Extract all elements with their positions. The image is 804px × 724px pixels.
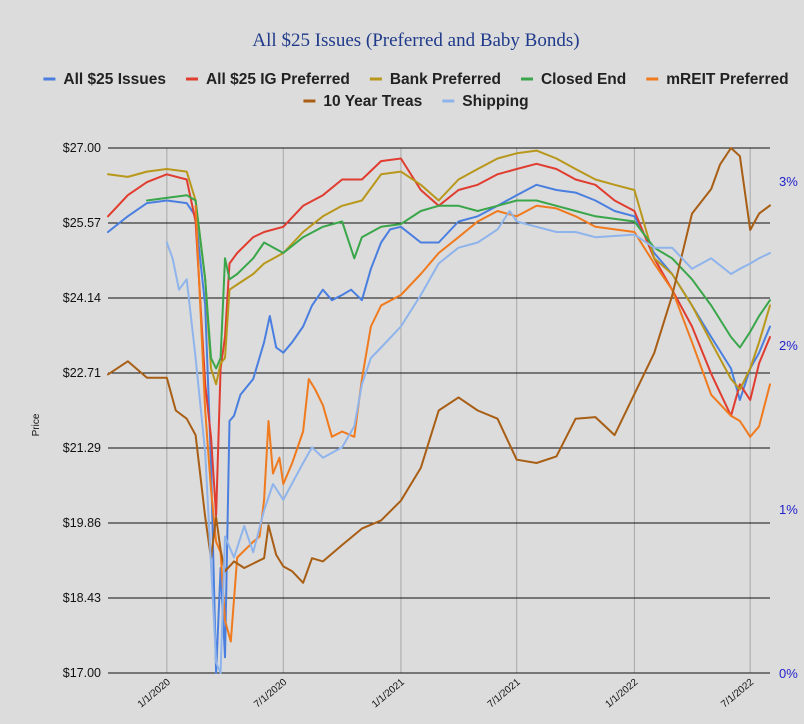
x-tick-label: 1/1/2020	[136, 677, 173, 711]
y2-tick-label: 0%	[779, 666, 798, 681]
y-tick-label: $27.00	[63, 141, 101, 155]
series-group	[107, 147, 771, 674]
x-tick-label: 1/1/2022	[603, 677, 640, 711]
legend-label: 10 Year Treas	[323, 93, 422, 110]
legend-label: Bank Preferred	[390, 71, 501, 88]
y2-tick-label: 2%	[779, 338, 798, 353]
legend-label: All $25 IG Preferred	[206, 71, 350, 88]
y2-tick-label: 1%	[779, 502, 798, 517]
y-tick-label: $24.14	[63, 291, 101, 305]
series-line-6	[165, 210, 771, 674]
x-tick-label: 7/1/2021	[486, 677, 523, 711]
y-axis-label: Price	[31, 413, 42, 436]
legend-label: mREIT Preferred	[666, 71, 788, 88]
x-tick-label: 7/1/2020	[252, 677, 289, 711]
legend-label: Shipping	[462, 93, 528, 110]
y2-tick-label: 3%	[779, 174, 798, 189]
chart-title: All $25 Issues (Preferred and Baby Bonds…	[252, 30, 579, 51]
x-tick-label: 1/1/2021	[370, 677, 407, 711]
legend: All $25 Issues All $25 IG Preferred Bank P…	[43, 71, 789, 110]
legend-label: Closed End	[541, 71, 626, 88]
legend-label: All $25 Issues	[63, 71, 166, 88]
y-tick-label: $17.00	[63, 666, 101, 680]
y-tick-label: $22.71	[63, 366, 101, 380]
y-tick-label: $18.43	[63, 591, 101, 605]
y-tick-label: $21.29	[63, 441, 101, 455]
y-tick-label: $25.57	[63, 216, 101, 230]
y-tick-label: $19.86	[63, 516, 101, 530]
series-line-2	[107, 149, 771, 391]
series-line-4	[194, 204, 771, 643]
x-tick-label: 7/1/2022	[719, 677, 756, 711]
